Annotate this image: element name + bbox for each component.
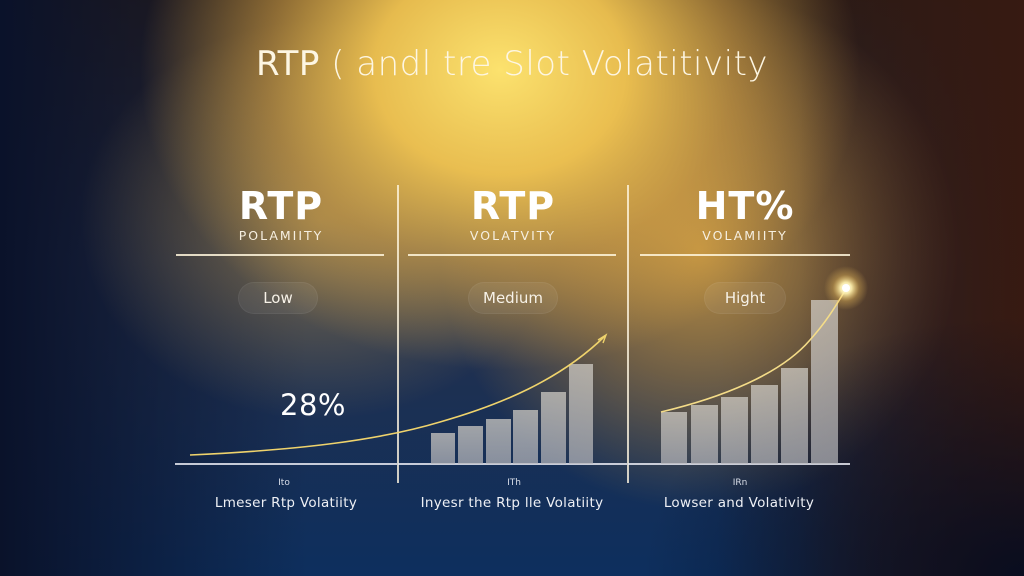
rtp-value-low: 28%: [280, 388, 346, 422]
panel-divider: [397, 185, 399, 483]
axis-baseline: [398, 463, 627, 465]
header-rule: [640, 254, 850, 256]
caption-medium: Inyesr the Rtp lle Volatiity: [420, 495, 604, 511]
panel-subheading: POLAMIITY: [238, 228, 324, 243]
volatility-pill-low: Low: [238, 282, 318, 314]
caption-high: Lowser and Volativity: [663, 495, 815, 511]
title-strong: RTP: [255, 44, 320, 84]
panel-heading: RTP: [470, 184, 556, 228]
axis-label-low: Ito: [278, 478, 290, 488]
panel-subheading: VOLAMIITY: [702, 228, 788, 243]
header-rule: [176, 254, 384, 256]
axis-label-medium: ITh: [507, 478, 521, 488]
high-bars: [661, 300, 838, 464]
rtp-curve-high: [660, 288, 847, 413]
header-rule: [408, 254, 616, 256]
volatility-pill-high: Hight: [704, 282, 786, 314]
panel-high: HT% VOLAMIITY Hight: [640, 180, 850, 490]
medium-bars: [431, 364, 593, 464]
caption-low: Lmeser Rtp Volatiity: [214, 495, 358, 511]
panel-heading: RTP: [238, 184, 324, 228]
title-rest: ( andl tre Slot Volatitivity: [319, 44, 769, 84]
curve-arrow-icon: [597, 333, 608, 344]
panel-heading: HT%: [695, 184, 795, 228]
axis-baseline: [175, 463, 397, 465]
panel-subheading: VOLATVITY: [469, 228, 557, 243]
axis-label-high: IRn: [732, 478, 748, 488]
panel-low: RTP POLAMIITY Low: [176, 180, 386, 490]
panel-medium: RTP VOLATVITY Medium: [408, 180, 618, 490]
volatility-pill-medium: Medium: [468, 282, 558, 314]
panel-divider: [627, 185, 629, 483]
rtp-curve-low-medium: [189, 335, 606, 456]
chart-title: RTP ( andl tre Slot Volatitivity: [0, 44, 1024, 84]
